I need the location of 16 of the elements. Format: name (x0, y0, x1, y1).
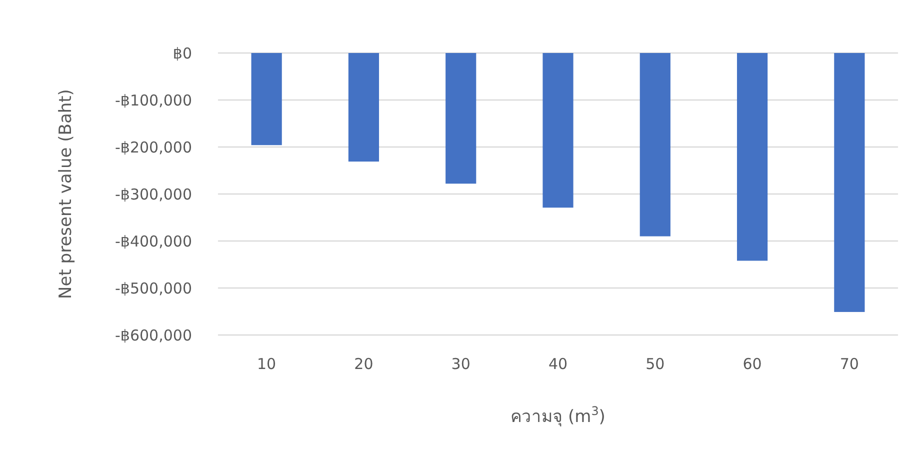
y-tick-label: -฿500,000 (115, 279, 192, 298)
x-tick-label: 50 (646, 355, 665, 373)
y-tick-label: -฿100,000 (115, 91, 192, 110)
x-tick-label: 60 (742, 355, 762, 373)
y-tick-label: ฿0 (172, 44, 192, 62)
y-axis-title: Net present value (Baht) (56, 89, 76, 299)
x-tick-label: 10 (257, 355, 276, 373)
y-tick-label: -฿300,000 (115, 185, 192, 204)
y-tick-label: -฿400,000 (115, 232, 192, 250)
x-tick-label: 20 (354, 355, 374, 373)
x-tick-label: 70 (840, 355, 859, 373)
y-tick-label: -฿200,000 (115, 138, 192, 156)
x-axis-title: ความจุ (m$^{3}$) (510, 404, 606, 427)
y-tick-label: -฿600,000 (115, 326, 192, 344)
x-tick-label: 30 (451, 355, 470, 373)
x-tick-label: 40 (548, 355, 568, 373)
